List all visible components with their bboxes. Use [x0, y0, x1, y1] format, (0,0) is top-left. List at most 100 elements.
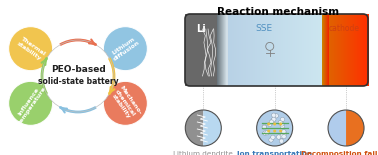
Bar — [275, 14, 276, 86]
Circle shape — [276, 135, 281, 139]
Bar — [293, 14, 294, 86]
Bar — [281, 14, 282, 86]
Bar — [271, 14, 273, 86]
Circle shape — [263, 131, 267, 135]
Circle shape — [282, 131, 287, 136]
Bar — [343, 14, 344, 86]
Circle shape — [280, 117, 285, 122]
Bar — [319, 14, 321, 86]
Bar — [332, 14, 333, 86]
Bar — [227, 14, 228, 86]
Bar — [346, 14, 347, 86]
Circle shape — [262, 125, 266, 130]
Circle shape — [280, 122, 284, 126]
Bar — [241, 14, 243, 86]
Bar — [334, 14, 336, 86]
Bar — [278, 14, 279, 86]
Circle shape — [272, 117, 276, 122]
Bar — [229, 14, 231, 86]
Bar — [365, 14, 367, 86]
Bar — [217, 14, 218, 86]
Bar — [246, 14, 248, 86]
Bar — [235, 14, 237, 86]
Bar — [259, 14, 260, 86]
Bar — [354, 14, 355, 86]
Bar — [317, 14, 319, 86]
Bar — [222, 14, 223, 86]
Circle shape — [257, 110, 293, 146]
Bar — [316, 14, 318, 86]
Bar — [304, 14, 305, 86]
Bar — [364, 14, 366, 86]
Bar — [335, 14, 336, 86]
Bar — [234, 14, 235, 86]
Bar — [254, 14, 256, 86]
Bar — [323, 14, 324, 86]
Bar — [309, 14, 310, 86]
Circle shape — [265, 131, 269, 135]
Bar — [283, 14, 285, 86]
Bar — [302, 14, 304, 86]
Bar — [331, 14, 333, 86]
Bar — [256, 14, 257, 86]
Bar — [269, 14, 271, 86]
Bar — [296, 14, 297, 86]
Bar — [308, 14, 310, 86]
Bar — [262, 14, 263, 86]
Bar — [239, 14, 240, 86]
Bar — [270, 14, 271, 86]
Bar — [326, 14, 327, 86]
Bar — [274, 14, 276, 86]
Bar — [265, 14, 266, 86]
Bar — [253, 14, 254, 86]
Bar — [340, 14, 341, 86]
Bar — [357, 14, 358, 86]
Circle shape — [267, 122, 270, 126]
Bar — [224, 14, 226, 86]
Bar — [366, 14, 367, 86]
Bar — [290, 14, 291, 86]
Bar — [248, 14, 249, 86]
Bar — [329, 14, 330, 86]
Bar — [328, 14, 330, 86]
Text: Ion transportation: Ion transportation — [237, 151, 312, 155]
Circle shape — [271, 113, 276, 117]
Bar — [355, 14, 356, 86]
Bar — [303, 14, 305, 86]
Bar — [232, 14, 234, 86]
Circle shape — [280, 134, 284, 138]
Bar — [336, 14, 338, 86]
Text: Influence
temperature: Influence temperature — [13, 82, 48, 125]
Circle shape — [42, 40, 114, 112]
Circle shape — [273, 129, 276, 133]
Bar — [338, 14, 339, 86]
Bar — [356, 14, 358, 86]
Text: PEO-based: PEO-based — [51, 66, 105, 75]
Bar — [230, 14, 231, 86]
Bar — [299, 14, 301, 86]
Circle shape — [280, 124, 285, 128]
Bar — [249, 14, 251, 86]
Circle shape — [103, 27, 147, 71]
Circle shape — [279, 122, 282, 126]
Bar — [226, 14, 228, 86]
Text: Lithium dendrite: Lithium dendrite — [174, 151, 233, 155]
Bar — [251, 14, 253, 86]
Bar — [327, 14, 328, 86]
Bar — [341, 14, 342, 86]
Bar — [367, 14, 369, 86]
Text: Li: Li — [196, 24, 205, 34]
Wedge shape — [346, 110, 364, 146]
Bar — [298, 14, 299, 86]
Bar — [243, 14, 245, 86]
Bar — [314, 14, 316, 86]
Wedge shape — [203, 110, 221, 146]
Bar — [324, 14, 325, 86]
Bar — [352, 14, 353, 86]
Bar — [358, 14, 359, 86]
Bar — [228, 14, 229, 86]
Bar — [300, 14, 302, 86]
Bar — [347, 14, 349, 86]
Bar — [220, 14, 222, 86]
Bar — [242, 14, 243, 86]
